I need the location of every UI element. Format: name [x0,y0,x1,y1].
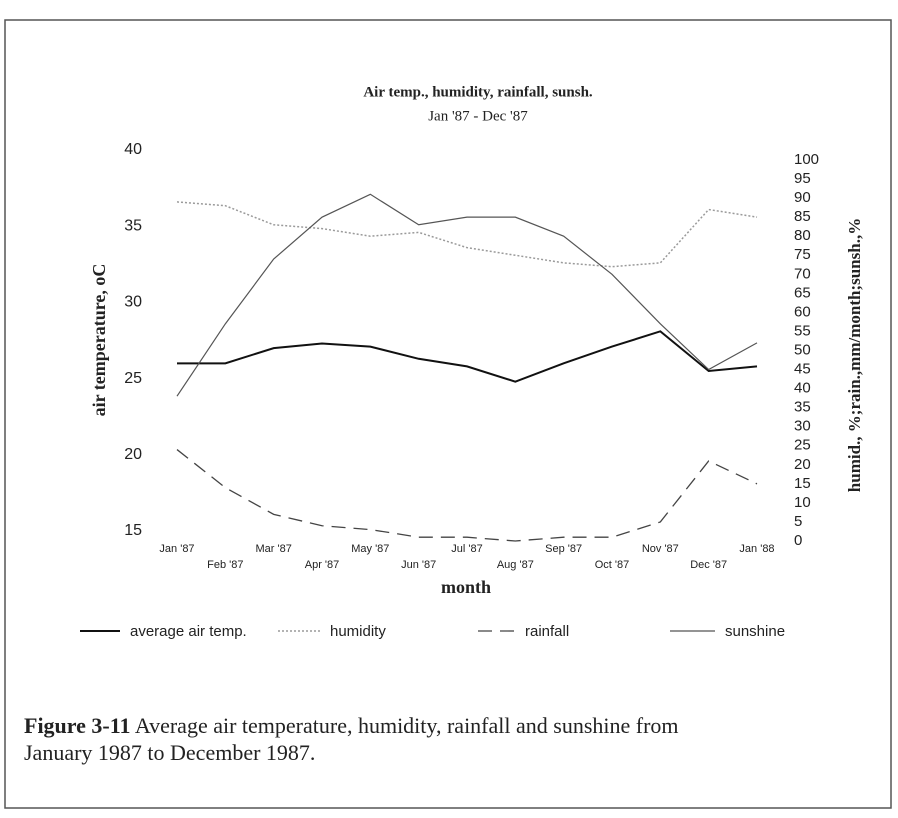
x-tick-label: Aug '87 [497,559,534,571]
chart-title: Air temp., humidity, rainfall, sunsh. [363,84,593,100]
x-tick-label: Feb '87 [207,559,243,571]
series-line [176,201,758,268]
series-line [176,193,758,397]
chart-subtitle: Jan '87 - Dec '87 [428,108,528,124]
y2-tick-label: 65 [794,284,811,301]
series-line [177,330,758,383]
frame [4,19,892,809]
x-tick-label: Nov '87 [642,543,679,555]
caption-text: January 1987 to December 1987. [24,740,315,765]
x-tick-label: Jul '87 [451,543,482,555]
legend-label: average air temp. [130,623,247,640]
caption-line: Figure 3-11 Average air temperature, hum… [24,713,679,738]
legend-label: humidity [330,623,386,640]
y2-tick-label: 75 [794,246,811,263]
y-tick-label: 20 [124,446,142,463]
x-axis-label: month [441,577,491,597]
legend-label: rainfall [525,623,569,640]
y2-tick-label: 80 [794,227,811,244]
legend-label: sunshine [725,623,785,640]
y2-tick-label: 30 [794,418,811,435]
y2-tick-label: 40 [794,380,811,397]
x-tick-label: Apr '87 [305,559,340,571]
y2-tick-label: 20 [794,456,811,473]
y2-tick-label: 60 [794,303,811,320]
y2-tick-label: 0 [794,532,802,549]
y-tick-label: 30 [124,294,142,311]
y2-tick-label: 100 [794,151,819,168]
y-tick-label: 25 [124,370,142,387]
y2-tick-label: 35 [794,399,811,416]
y2-axis-label: humid., %;rain.,mm/month;sunsh.,% [845,218,864,492]
y-axis-label: air temperature, oC [89,264,109,417]
x-tick-label: Jan '88 [739,543,774,555]
x-tick-label: Sep '87 [545,543,582,555]
x-tick-label: Jun '87 [401,559,436,571]
series-line [176,449,758,542]
y-tick-label: 15 [124,522,142,539]
caption-text: Average air temperature, humidity, rainf… [135,713,679,738]
y2-tick-label: 90 [794,189,811,206]
x-tick-label: Oct '87 [595,559,630,571]
caption-label: Figure 3-11 [24,713,131,738]
x-tick-label: Mar '87 [255,543,291,555]
y2-tick-label: 85 [794,208,811,225]
y2-tick-label: 45 [794,361,811,378]
y2-tick-label: 50 [794,341,811,358]
y2-tick-label: 25 [794,437,811,454]
y2-tick-label: 95 [794,170,811,187]
x-tick-label: May '87 [351,543,389,555]
x-tick-label: Jan '87 [159,543,194,555]
y-tick-label: 40 [124,141,142,158]
y2-tick-label: 5 [794,513,802,530]
y2-tick-label: 10 [794,494,811,511]
y2-tick-label: 15 [794,475,811,492]
x-tick-label: Dec '87 [690,559,727,571]
y2-tick-label: 55 [794,322,811,339]
y2-tick-label: 70 [794,265,811,282]
y-tick-label: 35 [124,217,142,234]
